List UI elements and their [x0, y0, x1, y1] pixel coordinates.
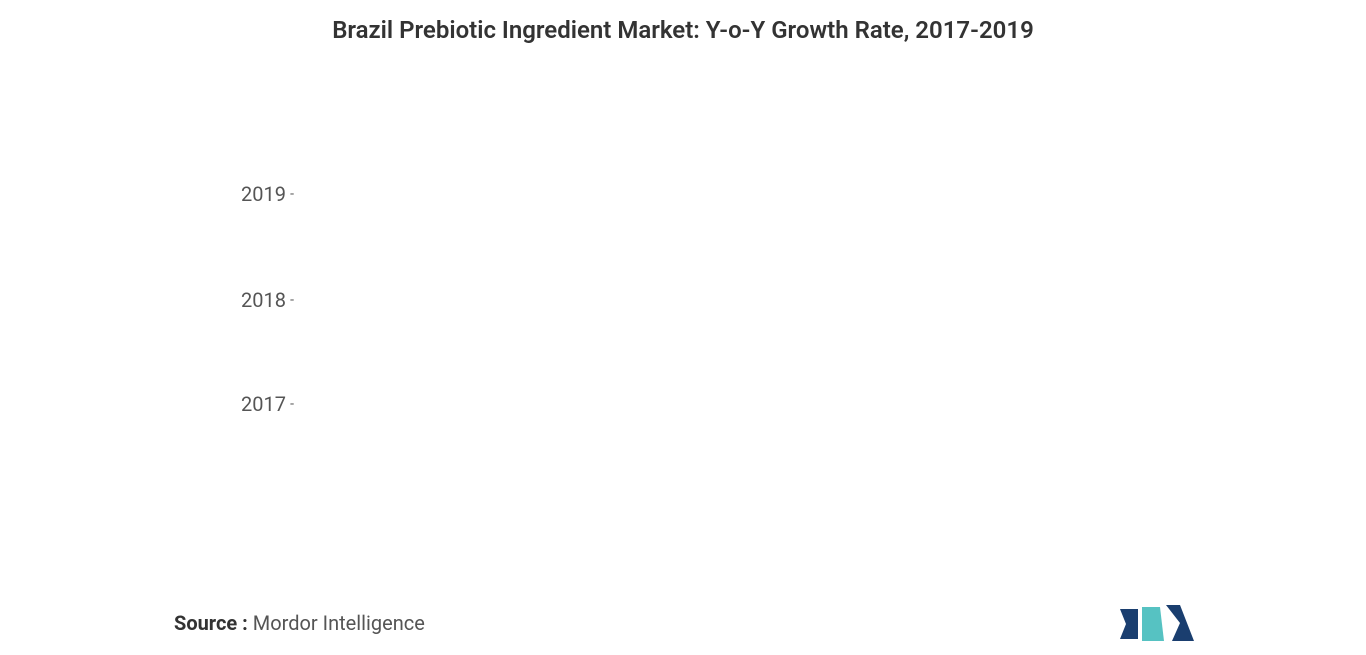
source-value: Mordor Intelligence — [253, 611, 425, 635]
chart-title: Brazil Prebiotic Ingredient Market: Y-o-… — [0, 16, 1366, 44]
y-tick: - — [290, 186, 294, 202]
y-axis-label: 2017 — [241, 392, 286, 416]
y-tick: - — [290, 292, 294, 308]
y-axis-label: 2019 — [241, 182, 286, 206]
chart-plot-area: - 2019 - 2018 - 2017 — [298, 70, 1366, 570]
source-footer: Source : Mordor Intelligence — [174, 611, 425, 635]
y-axis-label: 2018 — [241, 288, 286, 312]
y-tick: - — [290, 396, 294, 412]
mordor-logo-icon — [1120, 603, 1194, 643]
source-label: Source : — [174, 611, 248, 635]
